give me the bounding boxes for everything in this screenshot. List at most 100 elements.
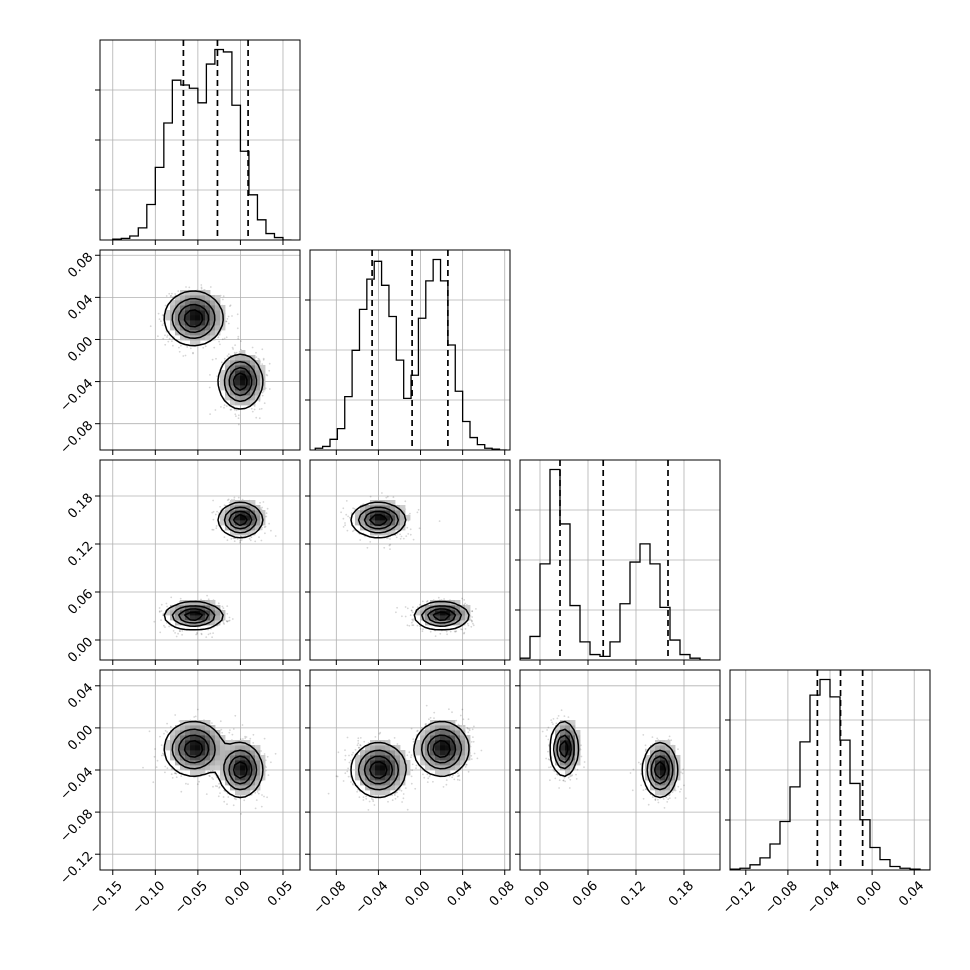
density-cell (230, 500, 236, 506)
density-cell (245, 745, 251, 751)
sample-point (244, 735, 247, 738)
density-cell (220, 760, 226, 766)
density-cell (220, 755, 226, 761)
sample-point (231, 315, 233, 317)
sample-point (264, 525, 267, 528)
sample-point (164, 765, 167, 768)
sample-point (207, 598, 210, 601)
contour-level (350, 501, 470, 631)
sample-point (218, 783, 220, 785)
density-cell (565, 765, 571, 771)
sample-point (268, 362, 271, 365)
sample-point (545, 735, 548, 738)
sample-point (237, 417, 240, 420)
sample-point (458, 779, 461, 781)
density-cell (255, 770, 261, 776)
density-cell (390, 750, 396, 756)
sample-point (255, 351, 257, 354)
contour-level (183, 739, 248, 779)
sample-point (458, 774, 460, 777)
sample-point (642, 789, 645, 791)
density-cell (175, 750, 181, 756)
density-cell (175, 725, 181, 731)
sample-point (412, 538, 415, 541)
sample-point (262, 501, 265, 503)
density-cell (425, 740, 431, 746)
sample-point (222, 298, 224, 301)
density-cell (225, 770, 231, 776)
density-cell (245, 520, 251, 526)
sample-point (428, 775, 431, 778)
sample-point (160, 320, 162, 323)
sample-point (164, 343, 167, 346)
density-cell (195, 320, 201, 326)
sample-point (255, 799, 258, 801)
contour-level (183, 309, 248, 391)
sample-point (196, 633, 199, 635)
sample-point (433, 717, 435, 719)
density-cell (395, 785, 401, 791)
density-cell (405, 765, 411, 771)
density-cell (215, 755, 221, 761)
density-cell (425, 605, 431, 611)
density-cell (175, 755, 181, 761)
sample-point (168, 337, 171, 340)
density-cell (205, 300, 211, 306)
sample-point (231, 618, 234, 620)
density-cell (225, 515, 231, 521)
density-cell (655, 750, 661, 756)
sample-point (220, 728, 223, 731)
density-cell (255, 365, 261, 371)
density-cell (450, 615, 456, 621)
sample-point (362, 796, 365, 798)
sample-point (220, 406, 222, 408)
sample-point (410, 775, 413, 778)
density-cell (675, 755, 681, 761)
sample-point (412, 619, 414, 622)
density-cell (360, 505, 366, 511)
density-cell (455, 740, 461, 746)
sample-point (365, 795, 367, 798)
sample-point (564, 780, 566, 783)
density-cell (460, 755, 466, 761)
sample-point (192, 352, 194, 355)
density-cell (355, 775, 361, 781)
density-cell (235, 375, 241, 381)
sample-point (670, 739, 673, 742)
density-cell (225, 395, 231, 401)
density-cell (660, 760, 666, 766)
sample-point (464, 766, 467, 768)
density-cell (230, 760, 236, 766)
density-cell (250, 775, 256, 781)
density-cell (185, 320, 191, 326)
sample-point (411, 618, 413, 621)
sample-point (336, 775, 339, 778)
density-cell (215, 310, 221, 316)
density-cell (355, 760, 361, 766)
sample-point (419, 625, 421, 627)
density-cell (355, 755, 361, 761)
density-cell (250, 375, 256, 381)
sample-point (217, 602, 220, 605)
sample-point (424, 723, 427, 726)
sample-point (209, 775, 211, 777)
sample-point (406, 526, 409, 529)
density-cell (255, 505, 261, 511)
density-cell (210, 310, 216, 316)
density-cell (195, 750, 201, 756)
density-cell (205, 605, 211, 611)
density-cell (250, 785, 256, 791)
sample-point (373, 804, 376, 806)
density-cell (195, 305, 201, 311)
sample-point (153, 755, 156, 758)
contour-level (171, 297, 258, 403)
density-cell (220, 375, 226, 381)
sample-point (209, 413, 212, 415)
sample-point (414, 787, 417, 790)
sample-point (472, 736, 474, 738)
sample-point (261, 391, 264, 394)
density-cell (400, 515, 406, 521)
y-tick-label: −0.04 (58, 765, 97, 804)
sample-point (567, 776, 570, 779)
y-tick-label: −0.08 (58, 418, 97, 457)
